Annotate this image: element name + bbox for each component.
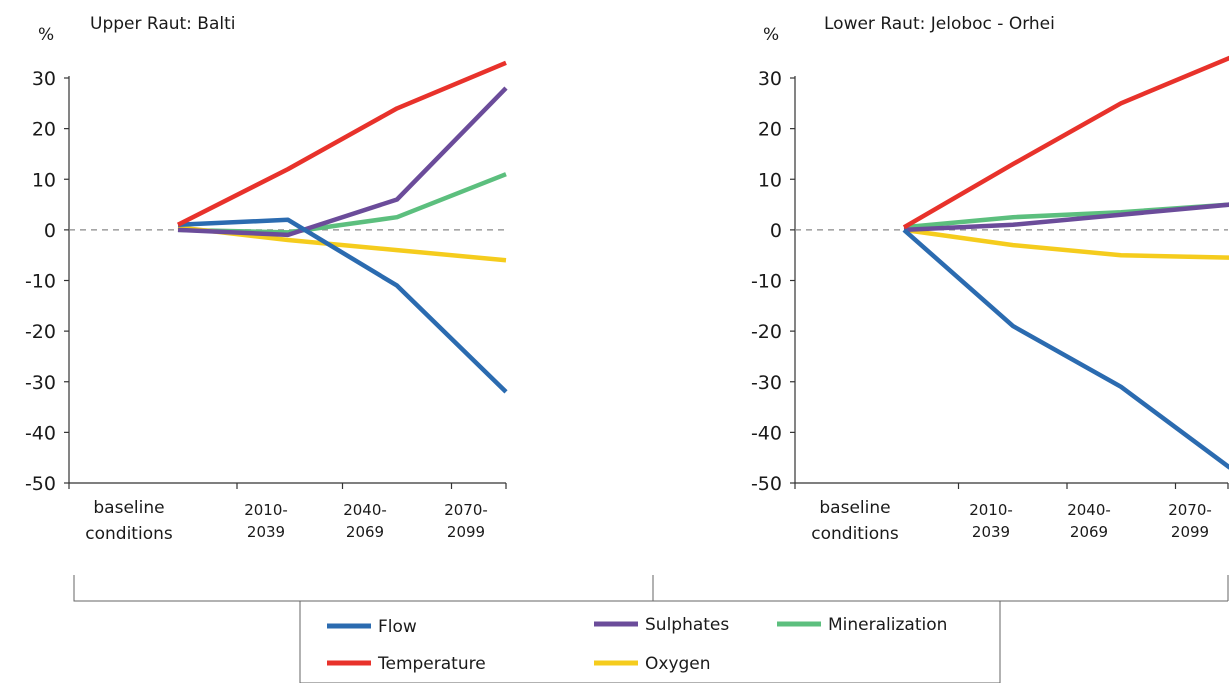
y-tick-label: 10 xyxy=(758,169,782,191)
legend-connector xyxy=(73,575,1229,602)
y-tick-label: 30 xyxy=(32,68,56,90)
x-tick-label: 2010- xyxy=(244,501,288,519)
x-tick-label: 2099 xyxy=(1171,523,1209,541)
y-tick-label: -50 xyxy=(25,473,56,495)
y-tick-label: -30 xyxy=(25,372,56,394)
x-tick-label: conditions xyxy=(811,524,899,544)
series-line-sulphates xyxy=(177,86,508,238)
y-tick-label: -10 xyxy=(751,271,782,293)
x-tick-label: 2069 xyxy=(1070,523,1108,541)
y-tick-label: 10 xyxy=(32,169,56,191)
y-tick-label: -30 xyxy=(751,372,782,394)
legend-label-sulphates: Sulphates xyxy=(645,615,729,635)
legend-label-flow: Flow xyxy=(378,617,417,637)
x-tick-label: baseline xyxy=(819,498,890,518)
y-tick-label: -10 xyxy=(25,271,56,293)
y-tick-label: -20 xyxy=(751,321,782,343)
x-tick-label: 2039 xyxy=(247,523,285,541)
y-tick-label: 20 xyxy=(758,119,782,141)
chart-panel-lower-raut: Lower Raut: Jeloboc - Orhei% 30 20 10 0 -10 -2… xyxy=(751,14,1229,544)
y-tick-label: -50 xyxy=(751,473,782,495)
y-tick-label: -20 xyxy=(25,321,56,343)
x-tick-label: 2070- xyxy=(444,501,488,519)
series-line-flow xyxy=(177,217,508,394)
chart-title: Lower Raut: Jeloboc - Orhei xyxy=(824,14,1055,34)
x-tick-label: 2070- xyxy=(1168,501,1212,519)
series-line-flow xyxy=(902,228,1229,470)
legend-label-oxygen: Oxygen xyxy=(645,654,711,674)
legend-label-temperature: Temperature xyxy=(377,654,486,674)
y-tick-label: 20 xyxy=(32,119,56,141)
legend: Flow Sulphates Mineralization Temperature Ox… xyxy=(299,600,1001,683)
series-line-temperature xyxy=(902,55,1229,230)
series-line-sulphates xyxy=(903,202,1229,233)
chart-panel-upper-raut: Upper Raut: Balti% 30 20 10 0 -10 -20 -30 -40 -50… xyxy=(25,14,508,544)
y-tick-label: 0 xyxy=(44,220,56,242)
x-tick-label: 2040- xyxy=(1067,501,1111,519)
y-tick-label: 30 xyxy=(758,68,782,90)
series-line-temperature xyxy=(176,60,507,227)
series-line-oxygen xyxy=(903,227,1229,260)
x-tick-label: conditions xyxy=(85,524,173,544)
legend-connector-line xyxy=(73,575,1229,602)
legend-label-mineralization: Mineralization xyxy=(828,615,947,635)
y-axis-unit-label: % xyxy=(763,25,779,45)
x-tick-label: 2099 xyxy=(447,523,485,541)
x-tick-label: 2010- xyxy=(969,501,1013,519)
y-tick-label: 0 xyxy=(770,220,782,242)
y-tick-label: -40 xyxy=(25,422,56,444)
y-axis-unit-label: % xyxy=(38,25,54,45)
x-tick-label: 2069 xyxy=(346,523,384,541)
chart-title: Upper Raut: Balti xyxy=(90,14,236,34)
legend-box xyxy=(299,600,1001,683)
x-tick-label: baseline xyxy=(93,498,164,518)
x-tick-label: 2039 xyxy=(972,523,1010,541)
y-tick-label: -40 xyxy=(751,422,782,444)
x-tick-label: 2040- xyxy=(343,501,387,519)
